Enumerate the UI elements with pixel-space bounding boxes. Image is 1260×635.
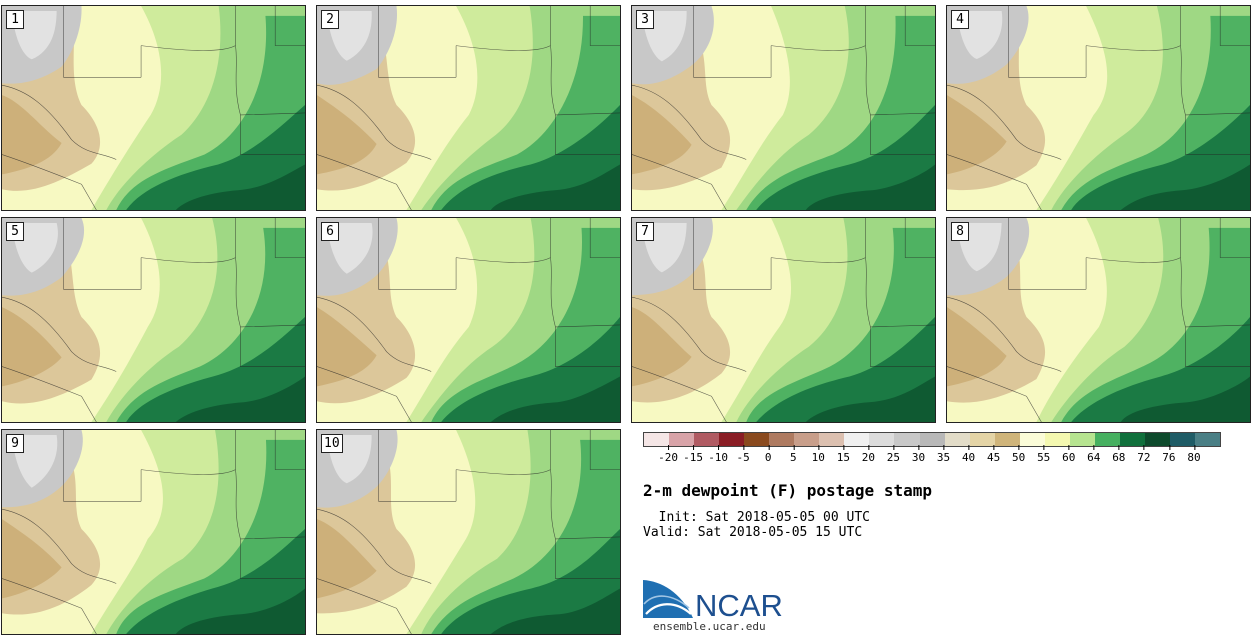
colorbar-tick: 80: [1187, 445, 1201, 464]
colorbar-segment: [1069, 433, 1095, 446]
member-number: 7: [636, 222, 654, 241]
colorbar-tick: 72: [1137, 445, 1150, 464]
colorbar-tick: 50: [1012, 445, 1025, 464]
member-panel: 9: [1, 429, 306, 635]
colorbar-tick: -20: [658, 445, 678, 464]
colorbar-segment: [819, 433, 845, 446]
colorbar-tick: 30: [912, 445, 925, 464]
ensemble-url: ensemble.ucar.edu: [653, 620, 766, 633]
member-panel: 4: [946, 5, 1251, 211]
colorbar-segment: [1019, 433, 1045, 446]
colorbar-tick: 0: [765, 445, 772, 464]
colorbar-tick: -15: [683, 445, 703, 464]
colorbar-segment: [1144, 433, 1170, 446]
colorbar-tick: 64: [1087, 445, 1100, 464]
member-panel: 8: [946, 217, 1251, 423]
colorbar-tick: 5: [790, 445, 797, 464]
member-panel: 5: [1, 217, 306, 423]
dewpoint-map: [947, 218, 1250, 422]
init-time: Init: Sat 2018-05-05 00 UTC: [643, 510, 870, 525]
dewpoint-map: [632, 218, 935, 422]
colorbar-tick: 68: [1112, 445, 1125, 464]
member-panel: 7: [631, 217, 936, 423]
colorbar-segment: [669, 433, 695, 446]
colorbar: [643, 432, 1221, 447]
colorbar-tick: 15: [837, 445, 850, 464]
colorbar-tick: 60: [1062, 445, 1075, 464]
member-number: 4: [951, 10, 969, 29]
colorbar-segment: [694, 433, 720, 446]
colorbar-tick: 35: [937, 445, 950, 464]
ncar-logo-text: NCAR: [695, 588, 783, 618]
dewpoint-map: [317, 430, 620, 634]
colorbar-segment: [1044, 433, 1070, 446]
colorbar-segment: [944, 433, 970, 446]
member-panel: 1: [1, 5, 306, 211]
colorbar-tick: -10: [708, 445, 728, 464]
colorbar-tick: 76: [1162, 445, 1176, 464]
member-number: 8: [951, 222, 969, 241]
colorbar-segment: [894, 433, 920, 446]
colorbar-segment: [1169, 433, 1196, 446]
colorbar-segment: [1119, 433, 1145, 446]
dewpoint-map: [2, 6, 305, 210]
member-panel: 3: [631, 5, 936, 211]
member-panel: 6: [316, 217, 621, 423]
member-number: 3: [636, 10, 654, 29]
member-panel: 10: [316, 429, 621, 635]
colorbar-segment: [969, 433, 995, 446]
dewpoint-map: [632, 6, 935, 210]
colorbar-segment: [744, 433, 770, 446]
colorbar-segment: [994, 433, 1020, 446]
dewpoint-map: [2, 430, 305, 634]
dewpoint-map: [947, 6, 1250, 210]
colorbar-tick: 10: [812, 445, 825, 464]
colorbar-tick: -5: [737, 445, 750, 464]
dewpoint-map: [317, 6, 620, 210]
colorbar-ticks: -20 -15 -10 -5 0 5 10 15 20 25 30 35 40 45 50 55 60 64 68 7…: [643, 445, 1221, 468]
valid-time: Valid: Sat 2018-05-05 15 UTC: [643, 525, 863, 540]
colorbar-tick: 25: [887, 445, 900, 464]
colorbar-segment: [844, 433, 870, 446]
colorbar-segment: [1094, 433, 1120, 446]
colorbar-segment: [719, 433, 745, 446]
dewpoint-map: [317, 218, 620, 422]
colorbar-segment: [644, 433, 670, 446]
colorbar-tick: 40: [962, 445, 975, 464]
colorbar-segment: [794, 433, 820, 446]
member-number: 1: [6, 10, 24, 29]
member-number: 9: [6, 434, 24, 453]
colorbar-segment: [919, 433, 945, 446]
member-number: 5: [6, 222, 24, 241]
member-number: 6: [321, 222, 339, 241]
dewpoint-map: [2, 218, 305, 422]
member-panel: 2: [316, 5, 621, 211]
colorbar-segment: [769, 433, 795, 446]
colorbar-tick: 55: [1037, 445, 1050, 464]
colorbar-segment: [869, 433, 895, 446]
colorbar-segment: [1195, 433, 1221, 446]
colorbar-tick: 20: [862, 445, 875, 464]
ncar-logo: NCAR: [643, 578, 793, 623]
colorbar-tick: 45: [987, 445, 1000, 464]
member-number: 2: [321, 10, 339, 29]
member-number: 10: [321, 434, 343, 453]
chart-title: 2-m dewpoint (F) postage stamp: [643, 481, 932, 500]
